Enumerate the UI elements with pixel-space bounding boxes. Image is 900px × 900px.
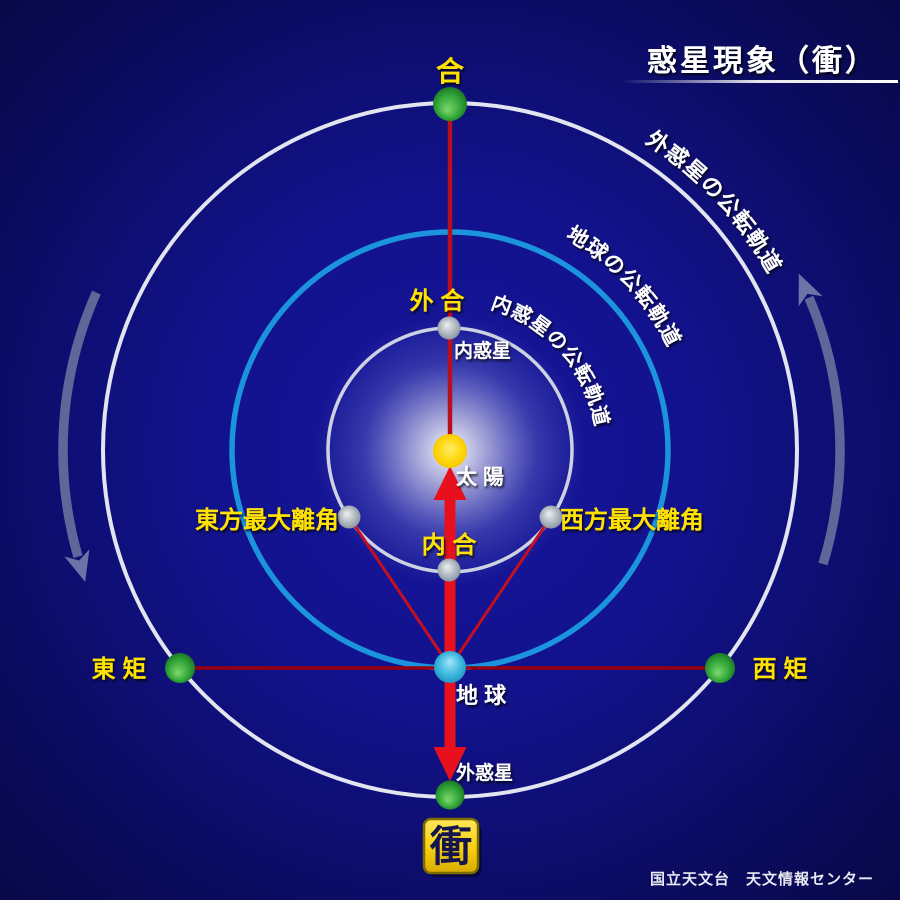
eastern-elongation-line bbox=[347, 516, 452, 668]
eastern-quadrature-label: 東 矩 bbox=[92, 656, 147, 683]
sun-label: 太 陽 bbox=[456, 466, 504, 489]
opposition-axis-arrows bbox=[433, 466, 467, 781]
point-labels: 合 外 合 内惑星 太 陽 東方最大離角 西方最大離角 内 合 地 球 東 矩 … bbox=[92, 55, 808, 784]
inner-planet-at-eastern-elongation bbox=[337, 505, 361, 529]
counterclockwise-arrow-left-icon bbox=[58, 290, 101, 582]
arrow-up-head-icon bbox=[433, 466, 467, 500]
arrow-down-shaft bbox=[444, 666, 456, 748]
orbit-direction-arrows bbox=[58, 273, 845, 582]
inferior-conjunction-label: 内 合 bbox=[422, 531, 478, 559]
inner-planet-at-inferior-conjunction bbox=[437, 558, 461, 582]
counterclockwise-arrow-right-icon bbox=[798, 273, 845, 566]
outer-planet-label: 外惑星 bbox=[456, 761, 513, 784]
western-elongation-line bbox=[448, 516, 553, 668]
page-title: 惑星現象（衝） bbox=[647, 44, 878, 78]
outer-planet-at-eastern-quadrature bbox=[165, 653, 195, 683]
credit-text: 国立天文台 天文情報センター bbox=[650, 870, 874, 888]
western-quadrature-label: 西 矩 bbox=[753, 656, 808, 683]
outer-planet-at-opposition bbox=[435, 780, 465, 810]
sun bbox=[433, 434, 467, 468]
earth-planet bbox=[434, 651, 466, 683]
header: 惑星現象（衝） bbox=[620, 44, 898, 83]
inner-planet-at-superior-conjunction bbox=[437, 316, 461, 340]
eastern-elongation-label: 東方最大離角 bbox=[195, 506, 339, 534]
opposition-badge-box bbox=[422, 817, 480, 875]
opposition-label: 衝 bbox=[429, 823, 472, 870]
opposition-badge: 衝 bbox=[422, 817, 482, 877]
superior-conjunction-label: 外 合 bbox=[410, 287, 466, 315]
western-elongation-label: 西方最大離角 bbox=[560, 506, 704, 534]
inner-planet-label: 内惑星 bbox=[454, 339, 511, 362]
arrow-down-head-icon bbox=[433, 747, 467, 781]
bodies bbox=[165, 87, 735, 810]
arrow-up-shaft bbox=[444, 498, 456, 670]
inner-planet-at-western-elongation bbox=[539, 505, 563, 529]
title-underline bbox=[620, 80, 898, 83]
outer-planet-at-conjunction bbox=[433, 87, 467, 121]
earth-label: 地 球 bbox=[456, 683, 507, 708]
conjunction-label: 合 bbox=[436, 55, 465, 87]
outer-planet-at-western-quadrature bbox=[705, 653, 735, 683]
